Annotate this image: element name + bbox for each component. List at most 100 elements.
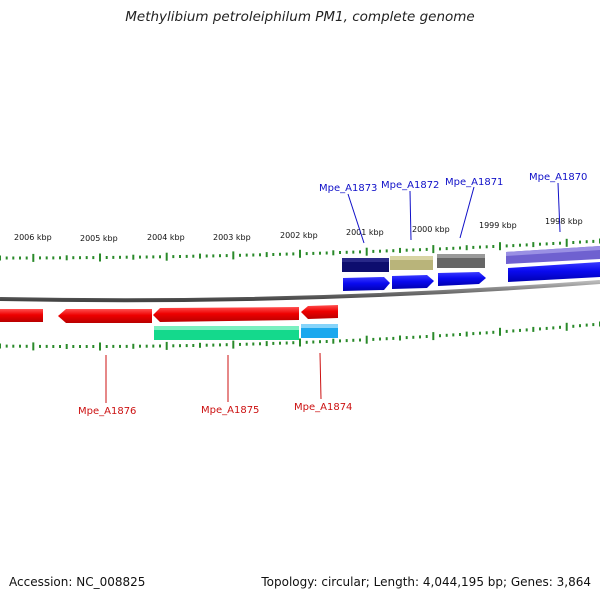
- scale-tick-minor: [472, 332, 475, 336]
- scale-tick-minor: [5, 344, 8, 348]
- scale-tick-minor: [559, 241, 561, 245]
- feature-block-highlight: [301, 324, 338, 328]
- scale-tick-minor: [512, 244, 515, 248]
- gene-label[interactable]: Mpe_A1871: [445, 177, 503, 188]
- scale-tick-major: [99, 253, 101, 262]
- scale-tick-minor: [445, 333, 448, 337]
- scale-tick-minor: [412, 248, 415, 252]
- gene-label[interactable]: Mpe_A1874: [294, 402, 352, 413]
- scale-tick-minor: [385, 337, 388, 341]
- scale-tick-minor: [359, 250, 361, 254]
- scale-tick-minor: [592, 239, 595, 243]
- scale-tick-minor: [139, 344, 141, 348]
- scale-tick-minor: [105, 345, 108, 348]
- scale-tick-major: [232, 251, 235, 260]
- scale-tick-minor: [139, 255, 141, 259]
- scale-tick-minor: [525, 243, 528, 247]
- scale-tick-minor: [339, 339, 341, 343]
- scale-tick-minor: [5, 256, 8, 260]
- scale-tick-minor: [199, 342, 201, 348]
- scale-tick-minor: [372, 337, 375, 341]
- scale-tick-minor: [159, 255, 161, 259]
- scale-tick-minor: [85, 256, 88, 260]
- feature-block-highlight: [437, 254, 485, 258]
- scale-tick-minor: [219, 343, 221, 347]
- scale-tick-minor: [12, 344, 15, 348]
- scale-tick-minor: [119, 344, 121, 348]
- scale-tick-minor: [392, 249, 395, 253]
- map-title: Methylibium petroleiphilum PM1, complete…: [125, 9, 475, 25]
- scale-tick-minor: [572, 324, 575, 328]
- scale-tick-minor: [239, 253, 241, 257]
- gene-label-leader: [459, 186, 475, 239]
- forward-gene-arrow: [392, 275, 434, 289]
- scale-tick-minor: [265, 252, 268, 258]
- scale-tick-major: [299, 338, 301, 347]
- scale-tick-major: [432, 332, 435, 341]
- scale-tick-minor: [539, 327, 541, 331]
- scale-tick-minor: [259, 342, 261, 346]
- scale-tick-minor: [259, 253, 261, 257]
- scale-tick-minor: [465, 245, 468, 251]
- scale-ticks-inner: [0, 321, 600, 351]
- scale-tick-minor: [552, 242, 555, 245]
- scale-tick-minor: [199, 253, 201, 259]
- gene-label-leader: [409, 190, 412, 241]
- scale-tick-major: [165, 341, 168, 350]
- scale-tick-minor: [325, 340, 328, 343]
- scale-tick-minor: [172, 344, 175, 348]
- scale-tick-minor: [419, 335, 421, 339]
- scale-tick-minor: [39, 256, 41, 260]
- scale-tick-minor: [65, 344, 68, 349]
- scale-tick-minor: [345, 250, 348, 254]
- scale-tick-minor: [145, 255, 148, 259]
- scale-tick-minor: [59, 345, 61, 348]
- scale-tick-minor: [525, 328, 528, 332]
- scale-tick-major: [499, 242, 501, 251]
- scale-tick-minor: [212, 254, 215, 258]
- scale-tick-minor: [192, 254, 195, 258]
- scale-tick-minor: [92, 256, 95, 260]
- gene-label[interactable]: Mpe_A1876: [78, 406, 136, 417]
- scale-tick-minor: [319, 340, 321, 344]
- scale-tick-minor: [425, 335, 428, 338]
- reverse-gene-arrow: [301, 305, 338, 319]
- scale-label: 1999 kbp: [479, 221, 517, 230]
- scale-tick-minor: [399, 247, 401, 253]
- scale-tick-minor: [352, 338, 355, 342]
- scale-tick-major: [299, 249, 301, 258]
- scale-tick-minor: [159, 344, 161, 348]
- scale-tick-minor: [445, 247, 448, 251]
- scale-tick-minor: [205, 254, 208, 258]
- scale-tick-minor: [412, 335, 415, 339]
- reverse-gene-arrow: [153, 307, 299, 322]
- scale-tick-minor: [285, 252, 288, 256]
- gene-label[interactable]: Mpe_A1870: [529, 172, 587, 183]
- scale-tick-minor: [479, 331, 481, 335]
- scale-tick-minor: [459, 333, 461, 336]
- reverse-gene-arrow: [0, 309, 43, 322]
- scale-tick-minor: [285, 341, 288, 345]
- scale-tick-major: [165, 252, 168, 261]
- scale-tick-minor: [312, 251, 315, 255]
- scale-label: 1998 kbp: [545, 217, 583, 226]
- gene-label[interactable]: Mpe_A1875: [201, 405, 259, 416]
- gene-label[interactable]: Mpe_A1873: [319, 183, 377, 194]
- scale-tick-minor: [65, 255, 68, 261]
- scale-tick-major: [99, 342, 101, 351]
- gene-label-leader: [347, 193, 365, 244]
- scale-tick-minor: [405, 248, 408, 252]
- scale-tick-minor: [0, 255, 1, 261]
- scale-tick-minor: [505, 329, 508, 333]
- scale-tick-minor: [452, 333, 455, 337]
- scale-tick-minor: [0, 343, 1, 349]
- scale-tick-minor: [485, 331, 488, 335]
- scale-tick-minor: [559, 325, 561, 329]
- scale-tick-minor: [19, 344, 21, 348]
- scale-tick-minor: [132, 343, 135, 349]
- scale-tick-minor: [379, 249, 381, 253]
- scale-tick-minor: [452, 246, 455, 250]
- gene-label[interactable]: Mpe_A1872: [381, 180, 439, 191]
- scale-tick-minor: [325, 251, 328, 255]
